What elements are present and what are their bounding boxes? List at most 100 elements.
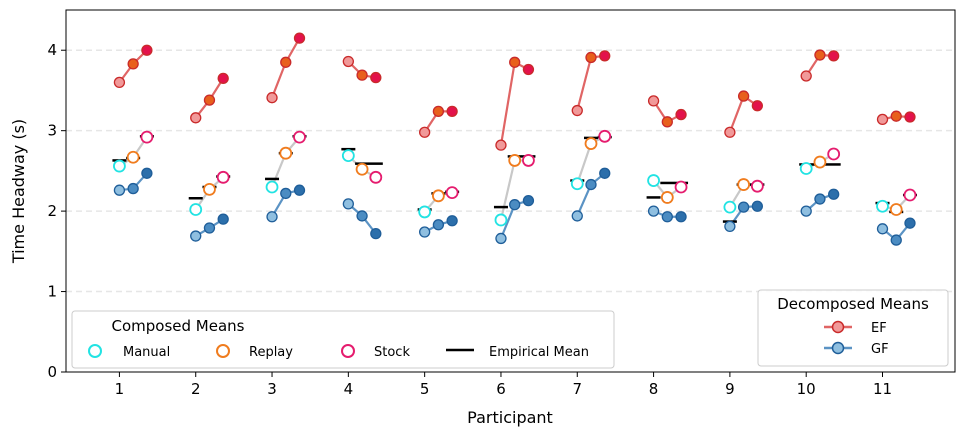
gf-manual-point bbox=[800, 205, 812, 217]
composed-stock-point bbox=[445, 186, 459, 200]
gf-manual-point bbox=[647, 205, 660, 217]
composed-stock-point bbox=[827, 147, 841, 161]
composed-stock-point bbox=[216, 170, 230, 184]
composed-stock-point bbox=[750, 179, 764, 193]
x-tick-label: 10 bbox=[797, 380, 816, 398]
ef-manual-point bbox=[495, 139, 507, 151]
gf-manual-point bbox=[190, 230, 202, 242]
gf-replay-point bbox=[585, 178, 597, 191]
legend-decomposed: Decomposed Means EF GF bbox=[757, 289, 949, 367]
legend-ef-marker bbox=[831, 320, 845, 334]
composed-manual-point bbox=[265, 180, 279, 194]
gf-replay-point bbox=[203, 222, 216, 234]
composed-manual-point bbox=[647, 174, 660, 187]
gf-replay-point bbox=[280, 187, 292, 200]
ef-replay-point bbox=[814, 49, 826, 61]
gf-stock-point bbox=[446, 215, 458, 227]
ef-stock-point bbox=[522, 63, 535, 76]
legend-replay-marker bbox=[216, 344, 230, 358]
composed-stock-point bbox=[674, 180, 688, 194]
composed-replay-point bbox=[660, 191, 674, 204]
x-tick-label: 5 bbox=[420, 380, 430, 398]
gf-stock-point bbox=[751, 200, 764, 212]
gf-stock-point bbox=[675, 211, 687, 223]
gf-replay-point bbox=[814, 193, 826, 205]
composed-replay-point bbox=[355, 162, 369, 176]
series-layer bbox=[112, 32, 917, 246]
gf-stock-point bbox=[828, 188, 840, 200]
composed-line bbox=[499, 159, 529, 221]
composed-stock-point bbox=[522, 154, 535, 167]
x-axis-label: Participant bbox=[467, 408, 553, 427]
gf-manual-point bbox=[724, 220, 736, 233]
ef-replay-point bbox=[661, 116, 673, 128]
composed-stock-point bbox=[598, 129, 612, 143]
composed-stock-point bbox=[140, 130, 154, 144]
x-tick-label: 9 bbox=[725, 380, 735, 398]
ef-line bbox=[499, 60, 529, 146]
ef-manual-point bbox=[571, 104, 583, 117]
gf-stock-point bbox=[370, 227, 382, 240]
y-tick-label: 1 bbox=[47, 283, 57, 301]
x-tick-label: 8 bbox=[649, 380, 659, 398]
y-tick-label: 2 bbox=[47, 202, 57, 220]
composed-manual-point bbox=[570, 177, 584, 191]
legend-composed-frame bbox=[71, 310, 615, 369]
composed-manual-point bbox=[341, 149, 355, 163]
y-tick-label: 3 bbox=[47, 122, 57, 140]
y-tick-label: 4 bbox=[47, 41, 57, 59]
ef-replay-point bbox=[585, 51, 597, 64]
composed-manual-point bbox=[189, 203, 203, 216]
legend-empirical-label: Empirical Mean bbox=[489, 345, 589, 360]
composed-replay-point bbox=[508, 154, 522, 167]
ef-stock-point bbox=[141, 44, 153, 56]
x-tick-label: 2 bbox=[191, 380, 201, 398]
gf-stock-point bbox=[217, 213, 229, 225]
axes: 0 1 2 3 4 1 2 3 4 5 6 7 8 9 10 11 bbox=[47, 41, 892, 398]
ef-stock-point bbox=[370, 71, 382, 84]
x-tick-label: 6 bbox=[496, 380, 506, 398]
gf-stock-point bbox=[141, 167, 153, 179]
composed-manual-point bbox=[799, 162, 813, 175]
gf-replay-point bbox=[890, 234, 902, 246]
composed-replay-point bbox=[203, 182, 216, 196]
composed-replay-point bbox=[126, 150, 140, 164]
composed-stock-point bbox=[903, 188, 917, 202]
gf-manual-point bbox=[342, 198, 354, 210]
gf-replay-point bbox=[356, 210, 368, 222]
ef-stock-point bbox=[446, 105, 458, 118]
gf-stock-point bbox=[904, 217, 916, 229]
gf-replay-point bbox=[509, 199, 521, 211]
x-tick-label: 4 bbox=[344, 380, 354, 398]
gf-stock-point bbox=[522, 195, 535, 207]
ef-replay-point bbox=[203, 94, 216, 106]
ef-manual-point bbox=[342, 55, 354, 68]
composed-manual-point bbox=[876, 199, 889, 213]
gf-manual-point bbox=[113, 184, 126, 196]
legend-composed: Composed Means Manual Replay Stock Empir… bbox=[71, 310, 615, 369]
ef-manual-point bbox=[113, 76, 126, 89]
x-tick-label: 1 bbox=[115, 380, 125, 398]
legend-ef-label: EF bbox=[871, 321, 887, 336]
composed-replay-point bbox=[737, 178, 751, 191]
legend-gf-label: GF bbox=[871, 342, 889, 357]
gf-replay-point bbox=[432, 219, 445, 231]
gf-stock-point bbox=[293, 184, 306, 196]
ef-manual-point bbox=[419, 126, 431, 138]
legend-manual-label: Manual bbox=[123, 345, 170, 360]
ef-replay-point bbox=[280, 56, 292, 68]
ef-line bbox=[576, 54, 605, 111]
ef-stock-point bbox=[217, 72, 229, 85]
composed-manual-point bbox=[723, 200, 737, 214]
ef-replay-point bbox=[432, 105, 445, 118]
ef-stock-point bbox=[904, 111, 916, 123]
composed-replay-point bbox=[813, 155, 827, 169]
gf-manual-point bbox=[876, 223, 889, 235]
ef-stock-point bbox=[828, 50, 840, 62]
legend-replay-label: Replay bbox=[249, 345, 293, 360]
composed-replay-point bbox=[889, 203, 903, 216]
composed-stock-point bbox=[293, 130, 306, 144]
composed-manual-point bbox=[418, 205, 432, 219]
legend-stock-label: Stock bbox=[374, 345, 410, 360]
